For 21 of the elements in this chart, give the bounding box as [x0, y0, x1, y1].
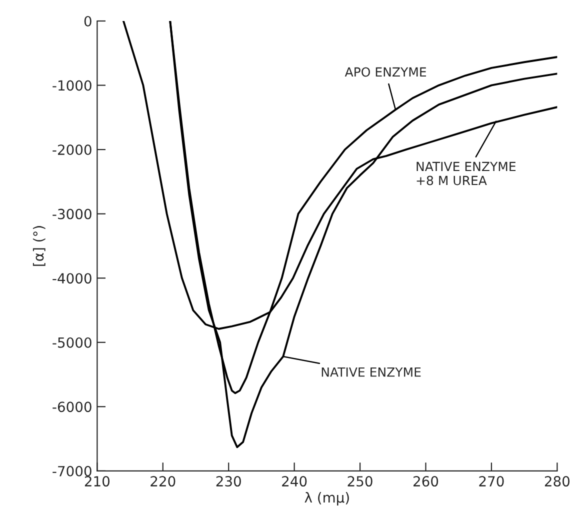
x-tick-label: 270 — [479, 476, 504, 487]
annotation: NATIVE ENZYME — [322, 368, 421, 377]
y-tick-label: -4000 — [52, 273, 92, 284]
x-tick-label: 220 — [150, 476, 176, 487]
x-tick-label: 260 — [414, 476, 438, 487]
annotation: APO ENZYME — [344, 67, 426, 77]
y-tick-label: -6000 — [52, 402, 92, 412]
x-tick-label: 250 — [348, 476, 372, 487]
y-tick-label: -5000 — [52, 337, 92, 348]
y-tick-label: -3000 — [52, 208, 92, 220]
x-axis-title: λ (mμ) — [304, 492, 349, 506]
annotation: NATIVE ENZYME +8 M UREA — [416, 162, 516, 186]
x-tick-label: 280 — [544, 476, 570, 487]
y-axis-title: [α] (°) — [32, 226, 46, 266]
y-tick-label: -7000 — [52, 466, 92, 476]
y-tick-label: 0 — [84, 16, 92, 26]
x-tick-label: 230 — [216, 476, 241, 487]
x-tick-label: 240 — [282, 476, 307, 487]
y-tick-label: -2000 — [52, 144, 92, 156]
x-tick-label: 210 — [84, 476, 110, 487]
y-tick-label: -1000 — [52, 80, 92, 91]
